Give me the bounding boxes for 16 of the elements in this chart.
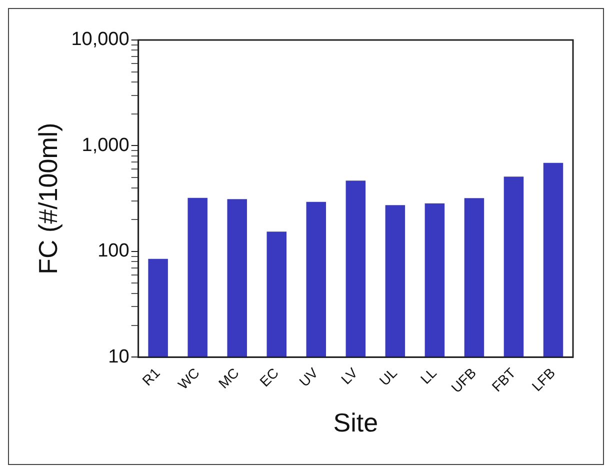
x-axis-title: Site (333, 408, 378, 438)
y-axis-title: FC (#/100ml) (32, 122, 63, 274)
x-tick-label: R1 (138, 364, 164, 389)
x-tick-label: MC (215, 364, 242, 392)
x-tick-label: LL (417, 364, 440, 387)
x-tick-label: LV (338, 364, 361, 388)
x-tick-label: WC (174, 364, 202, 392)
x-tick-label: UL (376, 364, 400, 389)
y-tick-label: 1,000 (82, 134, 130, 156)
x-tick-label: UV (296, 364, 322, 390)
x-tick-label: EC (256, 364, 282, 390)
x-tick-label: UFB (448, 364, 480, 396)
y-tick-label: 10,000 (71, 29, 130, 50)
y-tick-label: 100 (98, 240, 130, 262)
y-tick-label: 10 (108, 346, 130, 368)
x-tick-label: LFB (528, 364, 558, 394)
